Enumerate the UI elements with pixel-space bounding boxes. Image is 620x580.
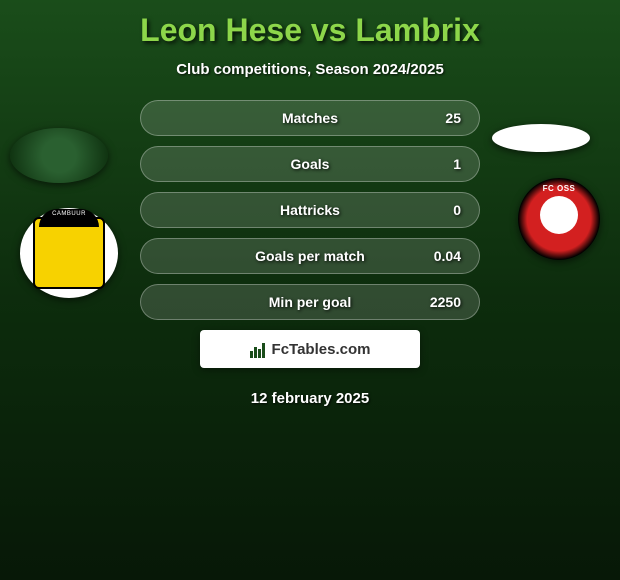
club-logo-right-inner bbox=[540, 196, 578, 234]
club-logo-left-badge: CAMBUUR bbox=[33, 217, 105, 289]
branding-badge[interactable]: FcTables.com bbox=[200, 330, 420, 368]
branding-text: FcTables.com bbox=[272, 341, 371, 358]
stat-value: 0 bbox=[453, 202, 461, 218]
stat-label: Hattricks bbox=[159, 202, 461, 218]
stat-label: Goals bbox=[159, 156, 461, 172]
page-title: Leon Hese vs Lambrix bbox=[0, 0, 620, 49]
stat-label: Goals per match bbox=[159, 248, 461, 264]
stat-value: 2250 bbox=[430, 294, 461, 310]
club-logo-left: CAMBUUR bbox=[20, 208, 118, 298]
date-text: 12 february 2025 bbox=[0, 390, 620, 407]
club-left-label: CAMBUUR bbox=[52, 211, 86, 217]
stat-value: 0.04 bbox=[434, 248, 461, 264]
stat-label: Matches bbox=[159, 110, 461, 126]
player-photo-right bbox=[492, 124, 590, 152]
club-logo-right: FC OSS bbox=[518, 178, 600, 260]
subtitle: Club competitions, Season 2024/2025 bbox=[0, 61, 620, 78]
stat-row-min-per-goal: Min per goal 2250 bbox=[140, 284, 480, 320]
stat-value: 1 bbox=[453, 156, 461, 172]
stat-row-matches: Matches 25 bbox=[140, 100, 480, 136]
chart-icon bbox=[250, 340, 268, 358]
stat-row-hattricks: Hattricks 0 bbox=[140, 192, 480, 228]
club-right-label: FC OSS bbox=[543, 184, 576, 193]
player-photo-left bbox=[10, 128, 108, 183]
stat-row-goals-per-match: Goals per match 0.04 bbox=[140, 238, 480, 274]
stat-value: 25 bbox=[445, 110, 461, 126]
stat-row-goals: Goals 1 bbox=[140, 146, 480, 182]
stat-label: Min per goal bbox=[159, 294, 461, 310]
